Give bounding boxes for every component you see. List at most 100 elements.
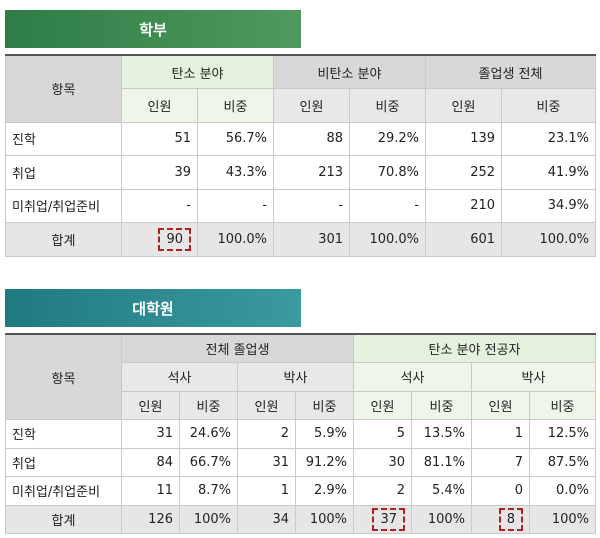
cell: 41.9% <box>501 155 597 190</box>
row-label: 미취업/취업준비 <box>5 188 122 223</box>
sub-header-ratio: 비중 <box>411 390 472 420</box>
row-label: 진학 <box>5 419 122 449</box>
cell: 139 <box>425 121 503 156</box>
cell: 2 <box>353 476 412 506</box>
cell: 56.7% <box>196 121 275 156</box>
group-header-carbon: 탄소 분야 <box>120 54 275 89</box>
sub-header-ratio: 비중 <box>179 390 238 420</box>
cell: 24.6% <box>179 419 238 449</box>
sub-header-count: 인원 <box>425 88 503 123</box>
cell: 2 <box>237 419 296 449</box>
table-row: 진학 31 24.6% 2 5.9% 5 13.5% 1 12.5% <box>5 419 596 449</box>
table-row: 취업 84 66.7% 31 91.2% 30 81.1% 7 87.5% <box>5 447 596 477</box>
highlight-box: 90 <box>158 227 191 251</box>
grad-title-text: 대학원 <box>132 299 174 318</box>
cell: 100% <box>179 504 238 534</box>
cell: 8.7% <box>179 476 238 506</box>
cell: 5 <box>353 419 412 449</box>
cell: 0.0% <box>529 476 596 506</box>
sub-header-count: 인원 <box>121 390 180 420</box>
cell: 0 <box>471 476 530 506</box>
degree-header-phd: 박사 <box>237 362 354 392</box>
cell: 126 <box>121 504 180 534</box>
table-row: 진학 51 56.7% 88 29.2% 139 23.1% <box>5 121 597 156</box>
cell: 100% <box>411 504 472 534</box>
sub-header-ratio: 비중 <box>529 390 596 420</box>
sub-header-count: 인원 <box>471 390 530 420</box>
grad-table: 항목 전체 졸업생 탄소 분야 전공자 석사 박사 석사 박사 인원 비중 인원… <box>5 333 596 534</box>
cell: 88 <box>273 121 351 156</box>
degree-header-phd: 박사 <box>471 362 596 392</box>
cell: 23.1% <box>501 121 597 156</box>
total-label: 합계 <box>5 504 122 534</box>
group-header-carbon-major: 탄소 분야 전공자 <box>353 333 596 363</box>
row-label: 진학 <box>5 121 122 156</box>
total-row: 합계 90 100.0% 301 100.0% 601 100.0% <box>5 222 597 257</box>
cell: 51 <box>121 121 198 156</box>
table-row: 미취업/취업준비 - - - - 210 34.9% <box>5 188 597 223</box>
cell: 31 <box>121 419 180 449</box>
item-header: 항목 <box>5 54 122 123</box>
cell: 100% <box>295 504 354 534</box>
sub-header-count: 인원 <box>237 390 296 420</box>
total-label: 합계 <box>5 222 122 257</box>
cell: 70.8% <box>349 155 427 190</box>
cell: 91.2% <box>295 447 354 477</box>
cell-highlighted: 90 <box>121 222 198 257</box>
cell: 5.9% <box>295 419 354 449</box>
cell: 100% <box>529 504 596 534</box>
cell: 601 <box>425 222 503 257</box>
cell: 5.4% <box>411 476 472 506</box>
cell: 1 <box>471 419 530 449</box>
cell: 11 <box>121 476 180 506</box>
sub-header-ratio: 비중 <box>349 88 427 123</box>
sub-header-ratio: 비중 <box>196 88 275 123</box>
cell: 1 <box>237 476 296 506</box>
cell: 43.3% <box>196 155 275 190</box>
cell: 2.9% <box>295 476 354 506</box>
cell: 100.0% <box>196 222 275 257</box>
degree-header-masters: 석사 <box>121 362 238 392</box>
cell-highlighted: 8 <box>471 504 530 534</box>
sub-header-ratio: 비중 <box>295 390 354 420</box>
group-header-all-grads: 전체 졸업생 <box>121 333 354 363</box>
group-header-noncarbon: 비탄소 분야 <box>273 54 427 89</box>
total-row: 합계 126 100% 34 100% 37 100% 8 100% <box>5 504 596 534</box>
cell-highlighted: 37 <box>353 504 412 534</box>
cell: 252 <box>425 155 503 190</box>
group-header-all: 졸업생 전체 <box>425 54 597 89</box>
cell: 12.5% <box>529 419 596 449</box>
sub-header-count: 인원 <box>353 390 412 420</box>
cell: 100.0% <box>349 222 427 257</box>
undergrad-title-text: 학부 <box>139 20 167 39</box>
cell: 39 <box>121 155 198 190</box>
undergrad-table: 항목 탄소 분야 비탄소 분야 졸업생 전체 인원 비중 인원 비중 인원 비중… <box>5 54 597 257</box>
cell: 81.1% <box>411 447 472 477</box>
cell: 66.7% <box>179 447 238 477</box>
highlight-box: 37 <box>372 507 405 531</box>
cell: 34 <box>237 504 296 534</box>
row-label: 취업 <box>5 447 122 477</box>
cell: 100.0% <box>501 222 597 257</box>
cell: 84 <box>121 447 180 477</box>
undergrad-section-title: 학부 <box>5 10 301 48</box>
cell: 210 <box>425 188 503 223</box>
cell: 7 <box>471 447 530 477</box>
row-label: 취업 <box>5 155 122 190</box>
sub-header-count: 인원 <box>273 88 351 123</box>
cell: - <box>121 188 198 223</box>
grad-section-title: 대학원 <box>5 289 301 327</box>
row-label: 미취업/취업준비 <box>5 476 122 506</box>
cell: - <box>349 188 427 223</box>
cell: - <box>196 188 275 223</box>
cell: - <box>273 188 351 223</box>
table-row: 미취업/취업준비 11 8.7% 1 2.9% 2 5.4% 0 0.0% <box>5 476 596 506</box>
cell: 34.9% <box>501 188 597 223</box>
cell: 87.5% <box>529 447 596 477</box>
cell: 213 <box>273 155 351 190</box>
sub-header-ratio: 비중 <box>501 88 597 123</box>
table-row: 취업 39 43.3% 213 70.8% 252 41.9% <box>5 155 597 190</box>
item-header: 항목 <box>5 333 122 420</box>
highlight-box: 8 <box>498 507 523 531</box>
cell: 13.5% <box>411 419 472 449</box>
